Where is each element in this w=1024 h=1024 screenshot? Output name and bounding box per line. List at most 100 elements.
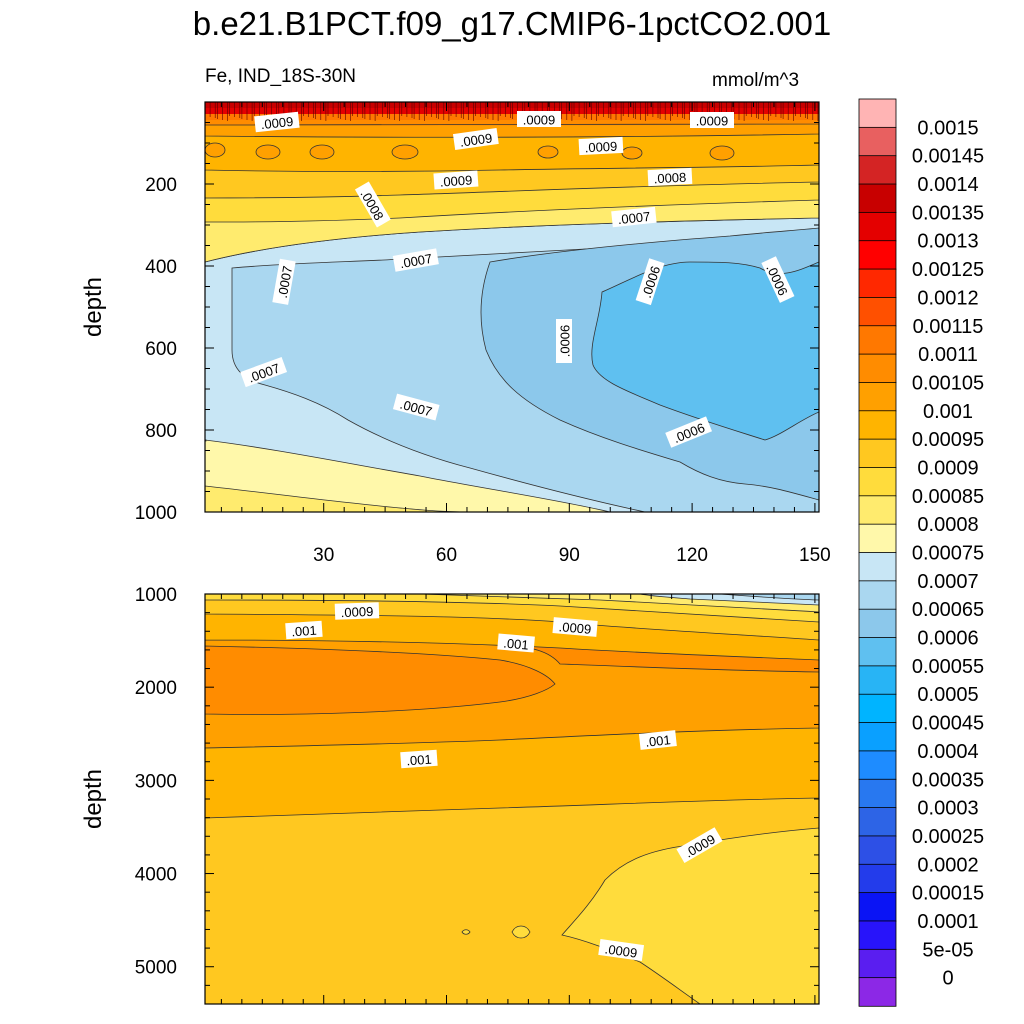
colorbar-swatch <box>858 863 897 894</box>
top-y-tick-label: 200 <box>145 175 177 196</box>
bottom-y-axis-label: depth <box>80 769 107 829</box>
top-contour-label-bg <box>272 258 296 305</box>
bottom-y-tick-label: 2000 <box>135 678 177 699</box>
top-y-axis-label: depth <box>80 277 107 337</box>
colorbar-label: 0.0007 <box>917 571 978 593</box>
top-contour-label-box: .0009 <box>254 111 300 133</box>
top-contour-label-box: .0009 <box>433 170 479 190</box>
colorbar-swatch <box>858 211 897 242</box>
colorbar-label: 0.0003 <box>917 798 978 820</box>
colorbar-swatch <box>858 948 897 979</box>
top-contour-label: .0006 <box>558 325 573 358</box>
colorbar-swatch <box>858 325 897 355</box>
top-contour-label: .0009 <box>260 114 294 132</box>
top-blob <box>205 142 226 158</box>
colorbar-swatch <box>858 98 897 129</box>
top-contour-label-bg <box>392 393 440 421</box>
top-contour-label-bg <box>392 248 439 272</box>
top-contour-label-bg <box>556 319 572 363</box>
colorbar-label: 0.0008 <box>917 514 978 536</box>
bottom-axis <box>205 593 819 1005</box>
top-contour-label-bg <box>611 206 657 228</box>
colorbar-swatch <box>858 268 897 299</box>
colorbar-label: 0.00015 <box>912 883 984 905</box>
colorbar-label: 0.0001 <box>917 911 978 933</box>
colorbar-swatch <box>858 240 897 270</box>
bottom-contour-label-box: .0009 <box>334 602 380 620</box>
top-y-tick-label: 800 <box>145 421 177 442</box>
colorbar-swatch <box>858 778 897 809</box>
colorbar <box>858 98 897 1007</box>
colorbar-swatch <box>858 608 897 639</box>
top-contour-label-bg <box>635 258 665 306</box>
colorbar-label: 0.00025 <box>912 826 984 848</box>
top-panel <box>205 102 819 512</box>
colorbar-label: 0.0006 <box>917 628 978 650</box>
units-label: mmol/m^3 <box>712 70 800 91</box>
colorbar-swatch <box>858 835 897 865</box>
colorbar-label: 0.0015 <box>917 117 978 139</box>
top-contour-label: .0009 <box>523 113 556 128</box>
top-y-tick-label: 600 <box>145 339 177 360</box>
top-contour-label-box: .0008 <box>647 167 693 186</box>
top-contour-label: .0009 <box>584 139 617 156</box>
top-contour-label: .0009 <box>696 114 729 129</box>
top-contour-label-bg <box>452 128 499 150</box>
colorbar-label: 0.0002 <box>917 854 978 876</box>
top-blob <box>255 144 281 160</box>
colorbar-label: 0.0012 <box>917 287 978 309</box>
top-contour-label-box: .0007 <box>272 258 296 305</box>
colorbar-swatch <box>858 552 897 582</box>
top-contour-label-box: .0009 <box>578 136 624 156</box>
top-blobs <box>205 142 735 161</box>
top-contour-label-box: .0009 <box>452 128 499 150</box>
colorbar-label: 0.0005 <box>917 684 978 706</box>
variable-label: Fe, IND_18S-30N <box>205 66 357 87</box>
colorbar-label: 0.0004 <box>917 741 978 763</box>
bot-small-blob <box>461 929 471 935</box>
colorbar-label: 0.00105 <box>912 372 984 394</box>
colorbar-swatch <box>858 410 897 440</box>
bottom-contour-label-bg <box>334 602 380 620</box>
bottom-contour-label: .001 <box>503 635 530 652</box>
bottom-contour-label-bg <box>552 617 598 637</box>
colorbar-swatch <box>858 807 897 837</box>
colorbar-swatch <box>858 722 897 752</box>
colorbar-swatch <box>858 892 897 922</box>
bottom-contour-label-box: .001 <box>285 620 323 640</box>
bottom-contour-label-box: .001 <box>638 730 677 750</box>
bottom-y-tick-labels: 1000 2000 3000 4000 5000 <box>135 585 177 979</box>
top-contour-label-box: .0007 <box>392 248 439 272</box>
bottom-contour-labels: .0009.001.0009.001.001.001.0009.0009 <box>285 602 723 961</box>
top-contour-label: .0007 <box>399 251 434 271</box>
colorbar-swatch <box>858 467 897 497</box>
bottom-contour-label-box: .001 <box>497 633 535 653</box>
colorbar-label: 0.001 <box>923 401 973 423</box>
colorbar-swatch <box>858 183 897 214</box>
top-contour-label-bg <box>665 416 713 448</box>
top-contour-label-bg <box>433 170 479 190</box>
colorbar-swatch <box>858 353 897 384</box>
colorbar-label: 0.0014 <box>917 174 978 196</box>
colorbar-label: 0.0013 <box>917 231 978 253</box>
top-y-tick-label: 400 <box>145 257 177 278</box>
colorbar-label: 0.00085 <box>912 486 984 508</box>
top-contour-label-bg <box>578 136 624 156</box>
top-contour-label-bg <box>690 112 734 128</box>
top-contour-label: .0007 <box>617 209 651 227</box>
top-contour-label-bg <box>517 111 561 127</box>
bottom-contour-label-box: .001 <box>400 749 438 768</box>
top-contour-label-box: .0006 <box>556 319 573 363</box>
bottom-contour-label-bg <box>285 620 323 640</box>
colorbar-swatch <box>858 580 897 610</box>
bottom-y-tick-label: 4000 <box>135 865 177 886</box>
colorbar-swatch <box>858 382 897 412</box>
bot-small-blob <box>511 925 531 939</box>
top-contour-label-bg <box>254 111 300 133</box>
bottom-contour-label-box: .0009 <box>552 617 598 637</box>
top-blob <box>537 145 559 159</box>
bottom-y-tick-label: 1000 <box>135 585 177 606</box>
colorbar-swatch <box>858 495 897 525</box>
colorbar-label: 0.00035 <box>912 769 984 791</box>
colorbar-label: 5e-05 <box>922 939 973 961</box>
